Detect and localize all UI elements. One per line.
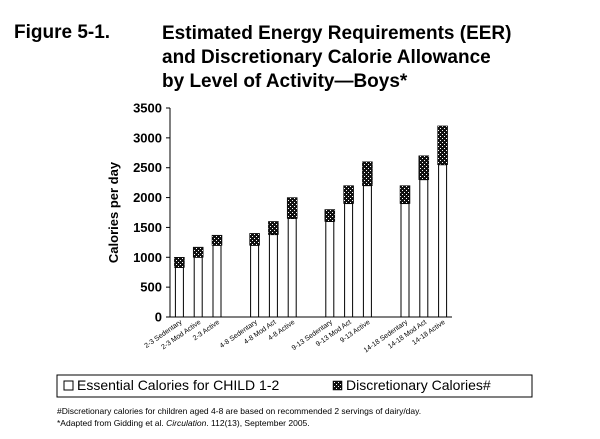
y-tick-label: 500: [140, 280, 162, 295]
title-line-1: Estimated Energy Requirements (EER): [162, 23, 512, 44]
figure-label: Figure 5-1.: [14, 22, 111, 43]
bar-essential: [400, 203, 410, 318]
plot-area: 0 500 1000 1500 2000 2500 3000 3500 Calories per…: [56, 101, 533, 398]
bar-essential: [174, 266, 184, 318]
bar-discretionary: [249, 233, 260, 246]
bar-essential: [268, 234, 278, 318]
footnote-source: *Adapted from Gidding et al. Circulation…: [57, 417, 421, 429]
bar-discretionary: [286, 197, 298, 219]
bar-essential: [419, 179, 429, 318]
bar-essential: [344, 203, 354, 318]
bar-discretionary: [192, 246, 204, 258]
bar-essential: [250, 244, 260, 318]
bar-discretionary: [362, 161, 373, 186]
footnote-source-suffix: . 112(13), September 2005.: [206, 418, 310, 428]
y-tick-label: 2500: [133, 160, 162, 175]
y-tick-label: 2000: [133, 190, 162, 205]
bar-discretionary: [268, 221, 279, 235]
footnote-discretionary: #Discretionary calories for children age…: [57, 406, 422, 416]
y-tick-label: 3000: [133, 130, 162, 145]
title-line-2: and Discretionary Calorie Allowance: [162, 47, 491, 68]
bar-discretionary: [211, 234, 223, 246]
bar-essential: [438, 164, 448, 318]
bar-essential: [287, 217, 297, 318]
y-tick-label: 1500: [133, 220, 162, 235]
y-tick-label: 3500: [133, 101, 162, 116]
bar-discretionary: [437, 125, 448, 165]
footnote-source-prefix: *Adapted from Gidding et al.: [57, 418, 167, 428]
legend-swatch-discretionary: [332, 380, 343, 391]
legend-swatch-essential: [63, 380, 74, 391]
y-axis-label: Calories per day: [106, 161, 121, 263]
bar-discretionary: [418, 155, 430, 180]
bar-discretionary: [399, 185, 411, 204]
legend-label-discretionary: Discretionary Calories#: [346, 377, 491, 393]
legend-box: [56, 374, 533, 398]
bar-essential: [212, 244, 222, 318]
bar-essential: [362, 185, 372, 318]
legend-label-essential: Essential Calories for CHILD 1-2: [77, 377, 280, 393]
figure-title: Estimated Energy Requirements (EER) and …: [162, 22, 511, 94]
footnotes: #Discretionary calories for children age…: [57, 405, 421, 429]
title-line-3: by Level of Activity—Boys*: [162, 71, 408, 92]
bar-discretionary: [174, 257, 185, 268]
bar-essential: [193, 256, 203, 318]
bar-essential: [325, 220, 335, 318]
footnote-source-journal: Circulation: [166, 418, 207, 428]
y-tick-label: 0: [155, 310, 162, 325]
y-tick-label: 1000: [133, 250, 162, 265]
bar-discretionary: [324, 209, 336, 222]
bar-discretionary: [343, 185, 354, 204]
